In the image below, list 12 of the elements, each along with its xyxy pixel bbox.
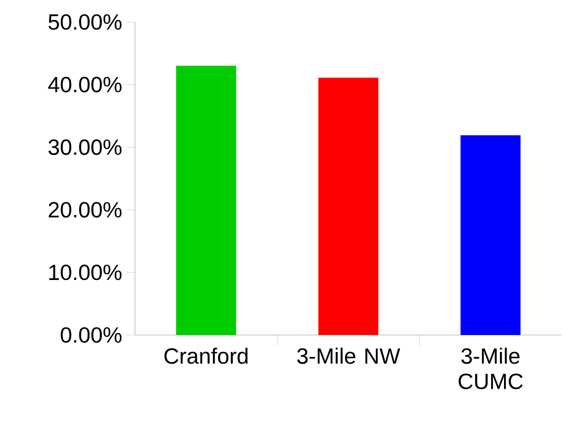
- y-tick-label: 40.00%: [48, 76, 122, 92]
- x-tick-label: 3-Mile NW: [297, 348, 400, 364]
- y-tick-label: 10.00%: [49, 264, 122, 280]
- bar: [176, 66, 236, 335]
- y-tick-label: 20.00%: [48, 202, 122, 218]
- bar: [318, 78, 378, 335]
- y-tick-label: 50.00%: [48, 14, 122, 30]
- y-tick-label: 0.00%: [60, 327, 122, 343]
- bar: [460, 135, 521, 335]
- x-tick-label: 3-Mile CUMC: [458, 348, 523, 390]
- x-tick-label: Cranford: [164, 348, 248, 364]
- y-tick-label: 30.00%: [48, 139, 122, 155]
